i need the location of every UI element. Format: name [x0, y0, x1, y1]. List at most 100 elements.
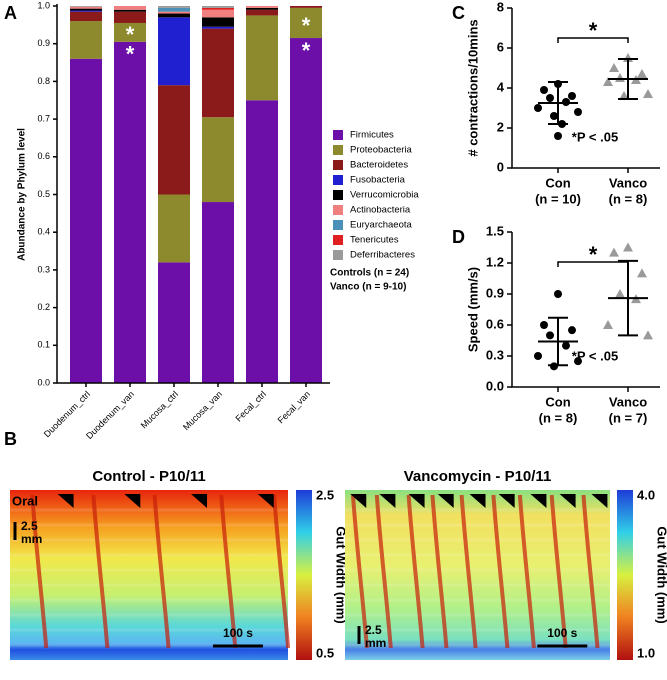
data-point	[609, 247, 619, 257]
bar-segment	[158, 13, 190, 18]
y-tick-label: 0.7	[37, 113, 50, 123]
y-tick-label: 4	[497, 79, 505, 94]
data-point	[568, 326, 576, 335]
bar-segment	[158, 6, 190, 8]
bar-segment	[158, 85, 190, 195]
data-point	[574, 357, 582, 366]
bar-segment	[70, 8, 102, 11]
y-tick-label: 2	[497, 119, 504, 134]
bar-segment	[202, 117, 234, 203]
legend-label: Tenericutes	[350, 235, 399, 246]
colorbar-tick-label: 4.0	[637, 487, 655, 502]
data-point	[619, 91, 629, 100]
data-point	[550, 362, 558, 371]
panel-letter: C	[452, 3, 465, 23]
significance-star: *	[589, 242, 598, 267]
data-point	[603, 77, 613, 86]
bar-segment	[70, 11, 102, 22]
note: Vanco (n = 9-10)	[330, 282, 406, 293]
significance-bracket	[557, 37, 629, 43]
bar-segment	[70, 6, 102, 9]
y-tick-label: 0.4	[37, 227, 50, 237]
data-point	[637, 268, 647, 278]
note: Controls (n = 24)	[330, 268, 409, 279]
y-tick-label: 1.5	[486, 223, 504, 238]
legend-label: Bacteroidetes	[350, 160, 408, 171]
wave-arrow	[124, 494, 141, 508]
bar-segment	[246, 9, 278, 16]
panel-letter: D	[452, 227, 465, 247]
y-tick-label: 0	[497, 159, 504, 174]
bar-segment	[290, 6, 322, 8]
y-tick-label: 0.0	[486, 378, 504, 393]
y-tick-label: 0.3	[37, 264, 50, 274]
legend-swatch	[333, 175, 343, 185]
y-tick-label: 1.0	[37, 0, 50, 10]
y-tick-label: 0.6	[37, 151, 50, 161]
data-point	[643, 89, 653, 98]
data-point	[623, 242, 633, 252]
panel-letter: B	[4, 429, 17, 449]
bar-segment	[158, 17, 190, 86]
bar-segment	[114, 41, 146, 383]
colorbar	[617, 490, 633, 660]
data-point	[609, 63, 619, 72]
y-tick-label: 1.2	[486, 254, 504, 269]
legend-label: Euryarchaeota	[350, 220, 413, 231]
data-point	[546, 94, 554, 102]
wave-arrow	[57, 494, 74, 508]
legend-swatch	[333, 205, 343, 215]
y-tick-label: 0.8	[37, 76, 50, 86]
data-point	[546, 331, 554, 340]
bar-segment	[70, 10, 102, 12]
significance-bracket	[557, 261, 629, 267]
data-point	[534, 104, 542, 112]
bar-segment	[202, 28, 234, 118]
y-tick-label: 8	[497, 0, 504, 14]
x-tick-note: (n = 7)	[609, 410, 648, 425]
significance-star: *	[589, 18, 598, 43]
x-tick-label: Fecal_van	[276, 389, 312, 425]
bar-segment	[202, 26, 234, 29]
x-tick-label: Vanco	[609, 394, 647, 409]
p-value-note: *P < .05	[572, 348, 618, 363]
bar-segment	[158, 262, 190, 383]
bar-segment	[158, 7, 190, 12]
bar-segment	[70, 6, 102, 7]
data-point	[615, 289, 625, 298]
significance-star: *	[126, 42, 135, 67]
data-point	[562, 341, 570, 350]
bar-segment	[114, 11, 146, 23]
y-tick-label: 0.6	[486, 316, 504, 331]
legend-swatch	[333, 220, 343, 230]
wave-arrow	[469, 494, 486, 508]
contraction-streak	[517, 494, 536, 649]
y-tick-label: 0.9	[486, 285, 504, 300]
contraction-streak	[549, 494, 568, 649]
bar-segment	[158, 194, 190, 263]
colorbar-tick-label: 1.0	[637, 645, 655, 660]
bar-segment	[246, 6, 278, 8]
wave-arrow	[591, 494, 608, 508]
panel-title: Vancomycin - P10/11	[404, 468, 552, 485]
contraction-streak	[491, 494, 510, 649]
scale-label-y: 2.5	[365, 623, 382, 637]
data-point	[615, 73, 625, 82]
colorbar-label: Gut Width (mm)	[334, 526, 349, 623]
y-axis-label: Abundance by Phylum level	[17, 128, 28, 261]
significance-star: *	[302, 13, 311, 38]
legend-label: Verrucomicrobia	[350, 190, 419, 201]
bar-segment	[70, 58, 102, 383]
x-tick-label: Mucosa_ctrl	[139, 389, 180, 430]
scale-label-x: 100 s	[223, 626, 253, 640]
y-axis-label: # contractions/10mins	[465, 19, 480, 156]
data-point	[637, 69, 647, 78]
axes	[56, 4, 330, 384]
colorbar-tick-label: 0.5	[316, 645, 334, 660]
contraction-streak	[459, 494, 478, 649]
wave-arrow	[437, 494, 454, 508]
axes	[511, 8, 660, 169]
y-tick-label: 0.9	[37, 38, 50, 48]
bar-segment	[246, 15, 278, 101]
x-tick-label: Con	[545, 175, 570, 190]
